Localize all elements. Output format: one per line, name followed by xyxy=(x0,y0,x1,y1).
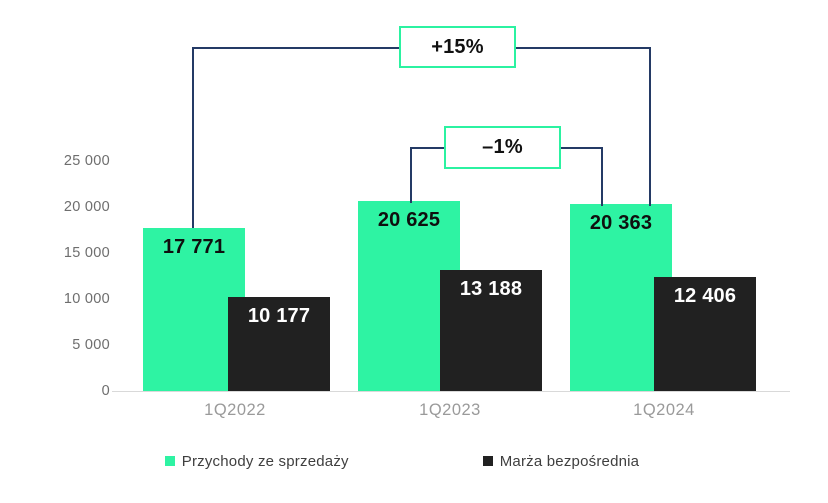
y-axis-tick-label: 25 000 xyxy=(63,153,110,169)
annotation-label-plus15: +15% xyxy=(431,35,484,58)
x-axis-label: 1Q2024 xyxy=(633,401,695,419)
margin-bar: 12 406 xyxy=(654,276,756,391)
legend-item: Marża bezpośrednia xyxy=(482,449,640,473)
margin-bar: 13 188 xyxy=(440,269,542,391)
legend-label: Marża bezpośrednia xyxy=(499,452,640,470)
margin-bar: 10 177 xyxy=(228,297,330,391)
connector-line-minus1-left-horizontal xyxy=(410,147,444,149)
bar-value-label: 10 177 xyxy=(247,305,311,328)
connector-line-plus15-right-vertical xyxy=(649,47,651,206)
connector-line-plus15-left-horizontal xyxy=(192,47,400,49)
annotation-label-minus1: –1% xyxy=(482,136,523,158)
y-axis-tick-label: 20 000 xyxy=(63,199,110,215)
bar-value-label: 20 363 xyxy=(589,211,653,234)
legend-swatch-icon xyxy=(164,456,175,466)
x-axis-line xyxy=(112,391,790,392)
legend: Przychody ze sprzedaży Marża bezpośrednia xyxy=(0,449,828,473)
y-axis-tick-label: 10 000 xyxy=(63,291,110,307)
connector-line-minus1-right-vertical xyxy=(601,147,603,206)
connector-line-plus15-right-horizontal xyxy=(516,47,650,49)
annotation-box-plus15: +15% xyxy=(399,26,516,68)
bar-value-label: 20 625 xyxy=(377,209,441,232)
bar-value-label: 12 406 xyxy=(673,284,737,307)
bar-value-label: 17 771 xyxy=(162,235,226,258)
y-axis-tick-label: 5 000 xyxy=(72,337,110,353)
annotation-box-minus1: –1% xyxy=(444,126,561,169)
y-axis-tick-label: 15 000 xyxy=(63,245,110,261)
y-axis-tick-label: 0 xyxy=(101,383,110,399)
x-axis-label: 1Q2022 xyxy=(204,401,266,419)
legend-label: Przychody ze sprzedaży xyxy=(181,452,349,470)
legend-swatch-icon xyxy=(482,456,493,466)
connector-line-minus1-right-horizontal xyxy=(561,147,602,149)
connector-line-plus15-left-vertical xyxy=(192,47,194,228)
connector-line-minus1-left-vertical xyxy=(410,147,412,203)
legend-item: Przychody ze sprzedaży xyxy=(164,449,349,473)
bar-value-label: 13 188 xyxy=(459,277,523,300)
x-axis-label: 1Q2023 xyxy=(419,401,481,419)
